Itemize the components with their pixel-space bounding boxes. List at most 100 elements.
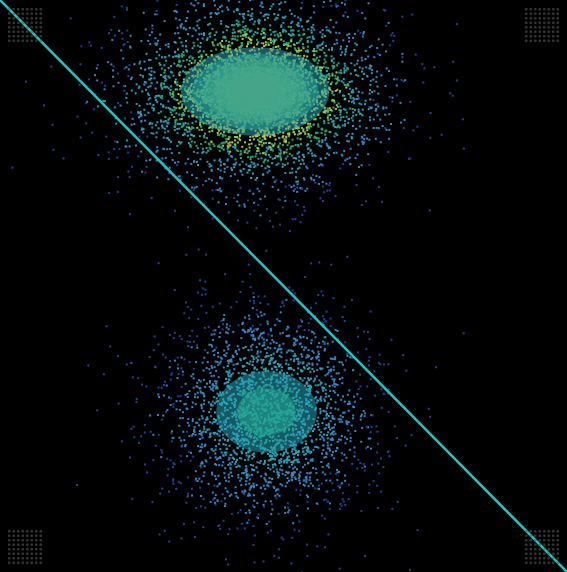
scatter-point [345,111,348,114]
scatter-point [149,430,152,433]
scatter-point [290,186,293,188]
scatter-point [267,485,270,488]
scatter-point [310,342,313,345]
scatter-point [211,217,214,220]
scatter-point [116,190,119,193]
scatter-point [306,187,309,190]
scatter-point [380,457,382,460]
scatter-point [79,63,82,66]
scatter-point [130,165,133,168]
scatter-point [139,110,142,113]
scatter-point [97,105,100,108]
scatter-point [399,101,402,104]
scatter-point [140,67,142,70]
scatter-point [305,356,308,359]
scatter-point [144,28,147,31]
scatter-point [247,492,250,495]
scatter-point [364,49,367,52]
scatter-point [351,125,354,127]
scatter-point [161,56,163,59]
scatter-point [356,491,359,494]
scatter-point [303,209,306,212]
scatter-point [340,72,343,74]
scatter-point [283,461,286,464]
scatter-point [358,66,361,69]
scatter-point [143,60,146,63]
scatter-point [318,44,321,47]
scatter-point [301,158,304,161]
scatter-point [186,33,189,35]
scatter-point [192,377,195,380]
scatter-point [274,157,276,159]
scatter-point [188,340,191,343]
scatter-point [328,182,331,184]
scatter-point [219,132,222,135]
scatter-point [201,287,204,290]
scatter-point [215,13,218,15]
scatter-point [350,424,353,427]
scatter-point [302,162,305,165]
scatter-point [193,61,196,64]
scatter-point [216,400,219,402]
scatter-point [191,126,194,129]
scatter-point [170,85,173,88]
scatter-point [319,197,322,200]
scatter-point [173,125,176,128]
scatter-point [138,112,141,115]
scatter-point [281,300,284,303]
scatter-point [196,24,199,27]
scatter-point [181,114,184,117]
scatter-point [161,487,164,490]
scatter-point [231,34,234,37]
scatter-point [226,384,229,387]
scatter-point [329,31,332,34]
scatter-point [241,13,244,16]
scatter-point [171,372,174,375]
scatter-point [363,465,366,468]
scatter-point [281,331,284,334]
scatter-point [181,44,184,47]
scatter-point [168,172,170,175]
scatter-point [276,318,279,321]
scatter-point [275,154,278,157]
scatter-point [288,184,291,187]
scatter-point [225,381,228,384]
scatter-point [166,122,169,125]
scatter-point [264,158,267,161]
scatter-point [330,454,333,457]
scatter-point [279,363,282,366]
scatter-point [400,78,403,81]
scatter-point [198,477,201,480]
scatter-point [190,140,193,143]
scatter-point [354,108,356,111]
scatter-point [253,506,256,509]
scatter-point [260,2,263,5]
scatter-point [217,189,220,191]
scatter-point [174,55,177,58]
scatter-point [300,25,303,28]
scatter-point [213,484,216,487]
scatter-point [326,342,329,345]
scatter-point [393,34,396,37]
scatter-point [140,119,143,122]
scatter-point [256,138,259,141]
scatter-point [197,248,200,251]
scatter-point [318,48,321,51]
scatter-point [307,507,309,510]
scatter-point [346,157,349,160]
scatter-point [303,463,306,466]
scatter-point [184,402,187,405]
scatter-point [363,134,366,137]
scatter-point [215,397,218,400]
scatter-point [170,65,172,68]
scatter-point [11,166,14,169]
scatter-point [252,358,255,360]
scatter-point [112,69,115,72]
scatter-point [317,425,320,428]
scatter-point [219,392,222,395]
scatter-point [347,132,350,135]
scatter-point [308,134,311,137]
scatter-point [340,116,342,119]
scatter-point [311,26,314,29]
scatter-point [152,349,155,352]
